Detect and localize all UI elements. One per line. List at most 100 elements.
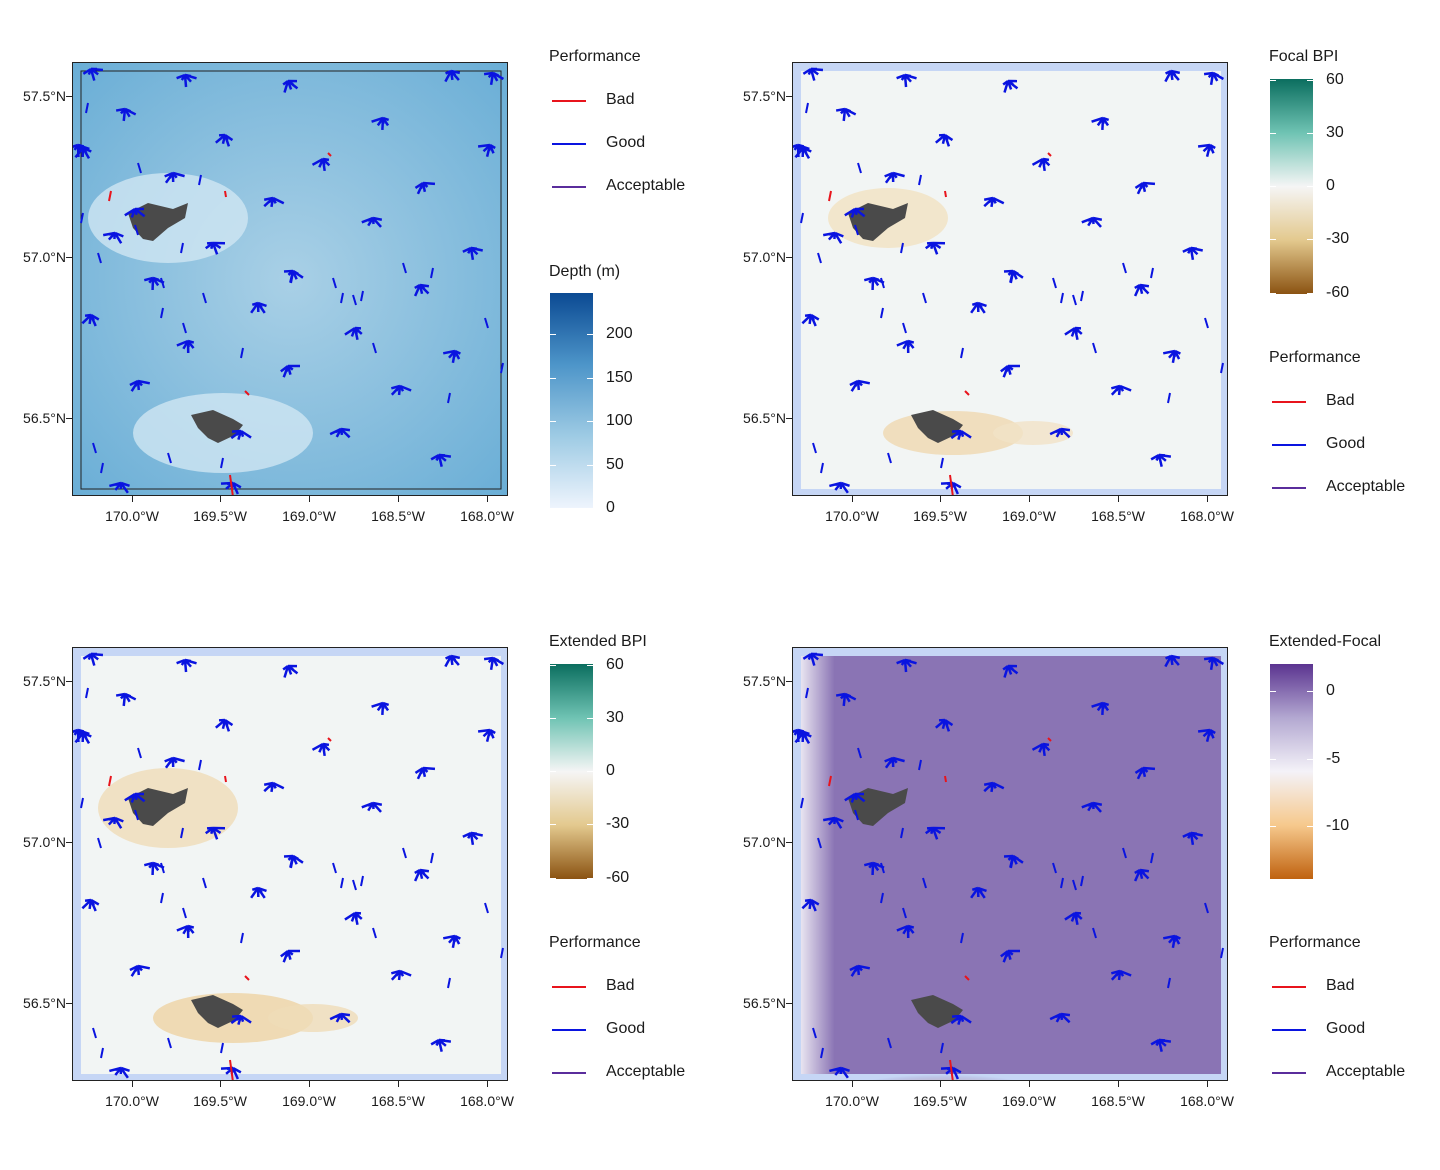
survey-track-cluster bbox=[284, 856, 303, 868]
survey-track-cluster bbox=[177, 926, 194, 938]
latitude-tick-mark bbox=[66, 842, 72, 843]
longitude-tick-label: 168.5°W bbox=[371, 1093, 425, 1109]
colorbar-tick-mark bbox=[1270, 691, 1276, 692]
longitude-tick-label: 170.0°W bbox=[105, 1093, 159, 1109]
survey-track-cluster bbox=[484, 658, 503, 670]
survey-track-cluster bbox=[362, 803, 382, 812]
survey-track-cluster bbox=[984, 198, 1004, 207]
panel-extended-focal: Extended-Focal 0 -5 -10 Performance Bad Goo… bbox=[720, 585, 1440, 1170]
depth-colorbar bbox=[550, 293, 593, 508]
survey-track-cluster bbox=[478, 145, 495, 157]
colorbar-tick-mark bbox=[1270, 826, 1276, 827]
survey-track bbox=[941, 1043, 943, 1053]
survey-track-cluster bbox=[484, 73, 503, 85]
survey-track bbox=[86, 103, 88, 113]
survey-track-cluster bbox=[281, 366, 300, 377]
survey-track bbox=[168, 453, 171, 463]
extended-bpi-map bbox=[72, 647, 508, 1081]
legend-label-good: Good bbox=[606, 1020, 645, 1038]
survey-track-cluster bbox=[251, 888, 266, 898]
legend-swatch-acceptable bbox=[552, 186, 586, 188]
survey-track-cluster bbox=[1151, 455, 1171, 467]
longitude-tick-mark bbox=[220, 1081, 221, 1087]
survey-track bbox=[93, 1028, 96, 1038]
survey-track-cluster bbox=[284, 271, 303, 283]
colorbar-tick-mark bbox=[1270, 133, 1276, 134]
longitude-tick-mark bbox=[1207, 1081, 1208, 1087]
survey-track-cluster bbox=[1001, 951, 1020, 962]
colorbar-tick-mark bbox=[587, 718, 593, 719]
survey-track-cluster bbox=[1111, 971, 1131, 980]
colorbar-tick-label: 60 bbox=[1326, 71, 1344, 89]
survey-track-cluster bbox=[926, 828, 945, 839]
longitude-tick-label: 169.0°W bbox=[282, 508, 336, 524]
legend-swatch-bad bbox=[1272, 401, 1306, 403]
survey-track-cluster bbox=[109, 1068, 129, 1078]
survey-track-cluster bbox=[83, 69, 103, 81]
survey-track-cluster bbox=[431, 455, 451, 467]
survey-track bbox=[1081, 291, 1083, 301]
survey-track bbox=[161, 893, 163, 903]
performance-legend-title: Performance bbox=[1269, 934, 1361, 952]
survey-track-cluster bbox=[177, 75, 197, 87]
survey-track-cluster bbox=[345, 328, 362, 340]
survey-overlay bbox=[793, 648, 1228, 1081]
survey-track-cluster bbox=[1033, 744, 1050, 756]
survey-track bbox=[86, 688, 88, 698]
colorbar-tick-mark bbox=[587, 771, 593, 772]
colorbar-tick-mark bbox=[1270, 293, 1276, 294]
survey-track-cluster bbox=[415, 870, 429, 881]
latitude-tick-mark bbox=[786, 1003, 792, 1004]
survey-track-cluster bbox=[206, 828, 225, 839]
survey-track-cluster bbox=[1033, 159, 1050, 171]
survey-track bbox=[1168, 978, 1170, 988]
colorbar-tick-mark bbox=[550, 465, 556, 466]
survey-track bbox=[138, 163, 141, 173]
survey-track-bad bbox=[945, 776, 946, 782]
survey-track-cluster bbox=[1135, 768, 1155, 779]
legend-label-bad: Bad bbox=[606, 977, 634, 995]
longitude-tick-mark bbox=[132, 496, 133, 502]
survey-track-cluster bbox=[109, 483, 129, 493]
longitude-tick-mark bbox=[1029, 1081, 1030, 1087]
survey-track-cluster bbox=[283, 81, 297, 92]
survey-track-cluster bbox=[1065, 913, 1082, 925]
colorbar-tick-mark bbox=[550, 771, 556, 772]
survey-track-cluster bbox=[82, 315, 98, 326]
performance-legend-title: Performance bbox=[1269, 349, 1361, 367]
performance-legend-title: Performance bbox=[549, 934, 641, 952]
survey-track bbox=[98, 253, 101, 263]
longitude-tick-mark bbox=[132, 1081, 133, 1087]
longitude-tick-mark bbox=[1118, 1081, 1119, 1087]
panel-focal-bpi: Focal BPI 60 30 0 -30 -60 Performance Bad Goo… bbox=[720, 0, 1440, 585]
survey-track-cluster bbox=[345, 913, 362, 925]
survey-track-cluster bbox=[885, 173, 905, 183]
survey-track bbox=[1151, 268, 1153, 278]
survey-track bbox=[168, 1038, 171, 1048]
legend-label-bad: Bad bbox=[1326, 392, 1354, 410]
survey-track bbox=[1168, 393, 1170, 403]
colorbar-tick-mark bbox=[550, 718, 556, 719]
longitude-tick-label: 168.5°W bbox=[371, 508, 425, 524]
survey-track bbox=[821, 1048, 823, 1058]
survey-track bbox=[801, 798, 803, 808]
colorbar-tick-mark bbox=[1270, 759, 1276, 760]
survey-track-cluster bbox=[1050, 1014, 1070, 1022]
survey-track-cluster bbox=[1050, 429, 1070, 437]
survey-track bbox=[858, 748, 861, 758]
survey-track-cluster bbox=[313, 744, 330, 756]
colorbar-tick-mark bbox=[1307, 826, 1313, 827]
survey-track bbox=[241, 933, 243, 943]
latitude-tick-mark bbox=[66, 1003, 72, 1004]
survey-track bbox=[818, 253, 821, 263]
colorbar-tick-mark bbox=[550, 334, 556, 335]
latitude-tick-mark bbox=[786, 681, 792, 682]
longitude-tick-mark bbox=[220, 496, 221, 502]
survey-track bbox=[431, 268, 433, 278]
colorbar-tick-label: 0 bbox=[606, 762, 615, 780]
panel-extended-bpi: Extended BPI 60 30 0 -30 -60 Performance Bad… bbox=[0, 585, 720, 1170]
survey-track-cluster bbox=[130, 966, 150, 976]
colorbar-title: Extended BPI bbox=[549, 633, 647, 651]
survey-track-cluster bbox=[130, 381, 150, 391]
survey-track-cluster bbox=[951, 431, 971, 440]
